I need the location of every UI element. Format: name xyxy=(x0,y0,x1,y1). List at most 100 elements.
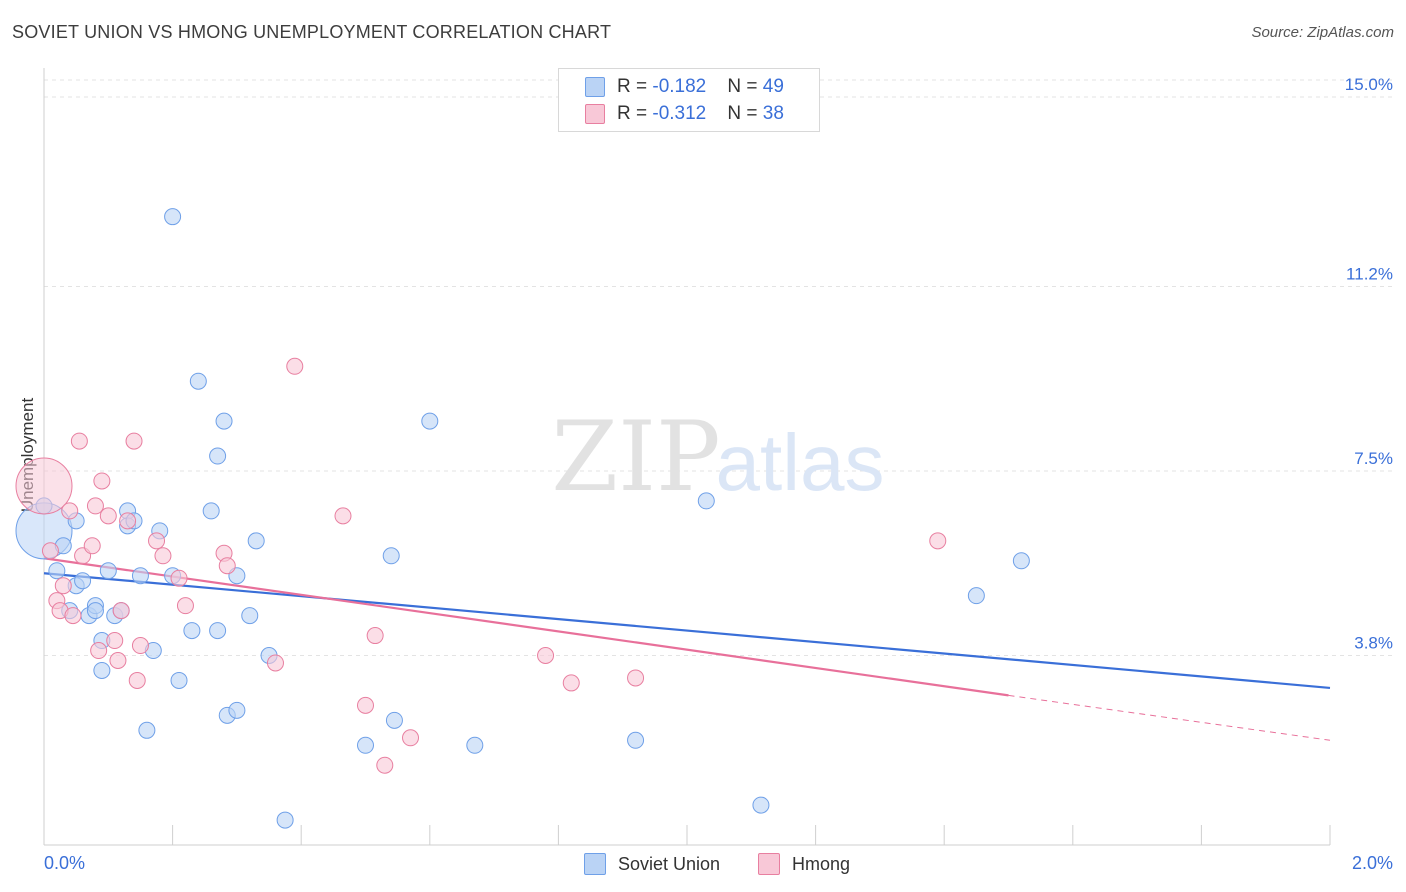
bottom-legend-label-soviet: Soviet Union xyxy=(618,853,721,874)
point-hmong xyxy=(119,512,137,530)
point-hmong xyxy=(106,632,124,650)
legend-n-label: N = xyxy=(727,102,763,124)
point-soviet-union xyxy=(247,532,265,550)
point-soviet-union xyxy=(202,502,220,520)
point-soviet-union xyxy=(99,562,117,580)
point-soviet-union xyxy=(967,587,985,605)
point-hmong xyxy=(148,532,166,550)
y-tick-label: 11.2% xyxy=(1346,264,1393,283)
point-soviet-union xyxy=(752,796,770,814)
point-soviet-union xyxy=(74,572,92,590)
bottom-legend-swatch-soviet xyxy=(584,853,606,875)
point-hmong xyxy=(562,674,580,692)
point-hmong xyxy=(170,569,188,587)
point-hmong xyxy=(266,654,284,672)
point-soviet-union xyxy=(421,412,439,430)
point-hmong xyxy=(15,457,73,515)
legend-n-label: N = xyxy=(727,75,763,97)
point-soviet-union xyxy=(138,721,156,739)
point-hmong xyxy=(366,627,384,645)
point-hmong xyxy=(86,497,104,515)
point-soviet-union xyxy=(241,607,259,625)
watermark-atlas: atlas xyxy=(716,418,885,507)
point-soviet-union xyxy=(357,736,374,754)
point-hmong xyxy=(286,357,304,375)
legend-r-value: -0.312 xyxy=(652,102,707,124)
point-hmong xyxy=(929,532,947,550)
trend-line-hmong xyxy=(43,557,1009,697)
legend-n-value: 49 xyxy=(762,75,784,97)
gridlines xyxy=(44,79,1396,657)
point-soviet-union xyxy=(228,701,246,719)
point-hmong xyxy=(376,756,394,774)
point-soviet-union xyxy=(466,736,484,754)
point-soviet-union xyxy=(1012,552,1030,570)
point-hmong xyxy=(70,432,88,450)
axes xyxy=(43,68,1331,846)
trend-line-hmong-extension xyxy=(1008,694,1331,741)
bottom-legend-soviet: Soviet Union xyxy=(584,852,720,876)
legend-r-value: -0.182 xyxy=(652,75,707,97)
point-hmong xyxy=(627,669,645,687)
point-hmong xyxy=(99,507,117,525)
point-soviet-union xyxy=(131,567,149,585)
y-tick-label: 3.8% xyxy=(1354,634,1393,653)
point-hmong xyxy=(131,637,149,655)
point-hmong xyxy=(41,542,59,560)
point-hmong xyxy=(90,642,108,660)
data-points xyxy=(15,208,1030,829)
y-tick-label: 7.5% xyxy=(1354,449,1393,468)
point-soviet-union xyxy=(93,661,111,679)
point-hmong xyxy=(357,696,374,714)
point-hmong xyxy=(61,502,79,520)
point-soviet-union xyxy=(697,492,715,510)
legend: R = -0.182 N = 49 R = -0.312 N = 38 xyxy=(558,68,820,132)
point-soviet-union xyxy=(48,562,66,580)
point-hmong xyxy=(93,472,111,490)
bottom-legend-hmong: Hmong xyxy=(758,852,850,876)
point-soviet-union xyxy=(276,811,294,829)
watermark: ZIP atlas xyxy=(551,401,884,513)
point-soviet-union xyxy=(382,547,400,565)
y-tick-label: 15.0% xyxy=(1345,75,1393,94)
point-hmong xyxy=(176,597,194,615)
bottom-legend-label-hmong: Hmong xyxy=(792,853,851,874)
x-tick-label: 2.0% xyxy=(1352,853,1393,873)
trend-lines xyxy=(43,557,1331,741)
watermark-zip: ZIP xyxy=(551,401,720,513)
x-tick-label: 0.0% xyxy=(44,853,85,873)
point-soviet-union xyxy=(627,731,645,749)
point-soviet-union xyxy=(170,671,188,689)
legend-swatch-hmong xyxy=(585,103,605,124)
legend-swatch-soviet xyxy=(585,76,605,97)
point-hmong xyxy=(537,647,555,665)
point-soviet-union xyxy=(189,372,207,390)
point-soviet-union xyxy=(183,622,201,640)
point-hmong xyxy=(109,651,127,669)
point-hmong xyxy=(402,729,420,747)
point-soviet-union xyxy=(164,208,182,226)
point-hmong xyxy=(334,507,352,525)
point-soviet-union xyxy=(209,622,227,640)
point-hmong xyxy=(64,607,82,625)
point-soviet-union xyxy=(86,602,104,620)
legend-r-label: R = xyxy=(617,102,653,124)
trend-line-soviet-union xyxy=(43,572,1331,690)
chart-title: SOVIET UNION VS HMONG UNEMPLOYMENT CORRE… xyxy=(12,22,612,42)
point-soviet-union xyxy=(209,447,227,465)
point-hmong xyxy=(154,547,172,565)
point-hmong xyxy=(125,432,143,450)
point-hmong xyxy=(54,577,72,595)
point-hmong xyxy=(83,537,101,555)
point-soviet-union xyxy=(385,711,403,729)
legend-r-label: R = xyxy=(617,75,653,97)
source-label: Source: ZipAtlas.com xyxy=(1251,24,1394,41)
point-hmong xyxy=(218,557,236,575)
tick-labels: 3.8% 7.5% 11.2% 15.0% 0.0% 2.0% xyxy=(44,75,1393,873)
point-hmong xyxy=(128,671,146,689)
point-soviet-union xyxy=(215,412,233,430)
bottom-legend-swatch-hmong xyxy=(758,853,780,875)
point-hmong xyxy=(112,602,130,620)
legend-n-value: 38 xyxy=(762,102,784,124)
